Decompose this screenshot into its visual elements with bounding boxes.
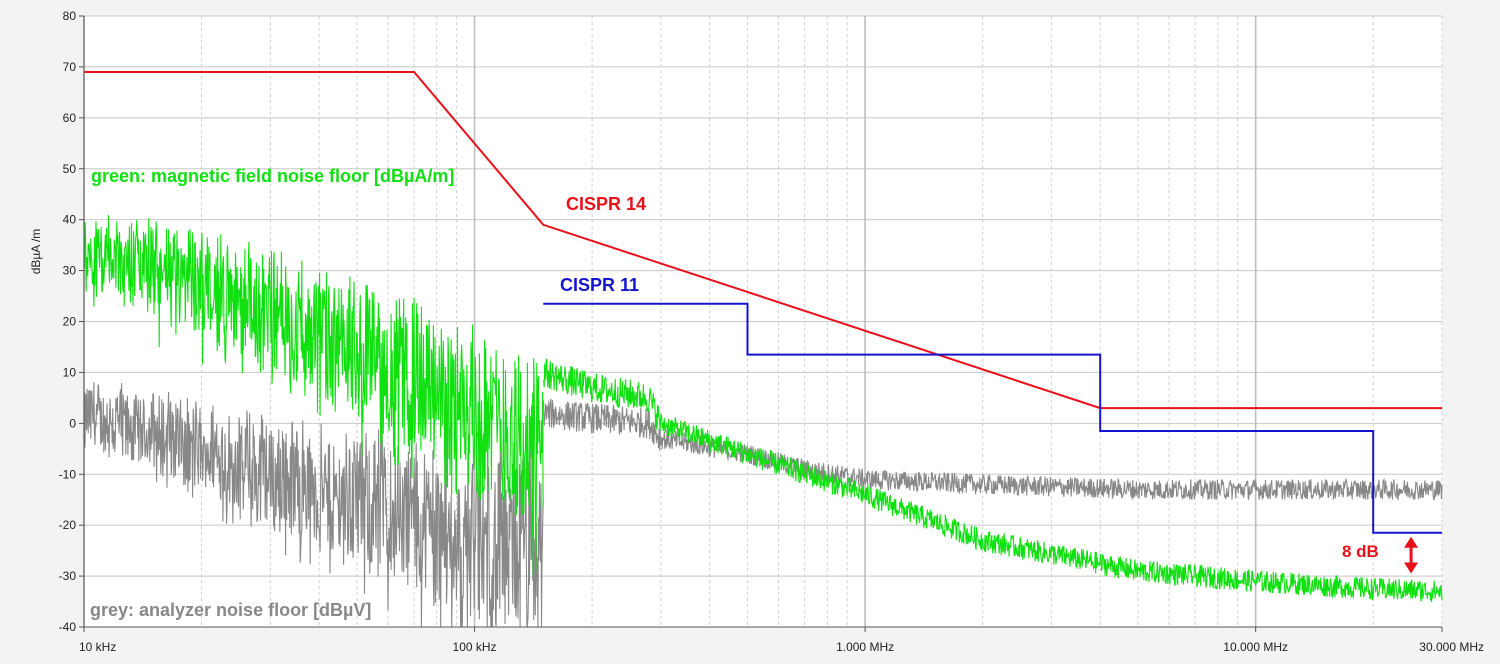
green-legend-label: green: magnetic field noise floor [dBµA/… <box>91 166 454 186</box>
y-tick-label: -40 <box>59 620 77 634</box>
y-tick-label: 80 <box>63 9 77 23</box>
margin-arrow-head-up <box>1404 536 1419 548</box>
y-tick-label: 0 <box>69 416 76 430</box>
cispr14-limit-line <box>84 71 1442 410</box>
x-tick-label: 10 kHz <box>79 640 116 654</box>
annotations: CISPR 14 CISPR 11 green: magnetic field … <box>90 166 1419 620</box>
margin-arrow <box>1404 536 1419 574</box>
x-tick-label: 30.000 MHz <box>1419 640 1484 654</box>
y-tick-label: 20 <box>63 315 77 329</box>
cispr11-label: CISPR 11 <box>560 275 639 295</box>
y-tick-label: -20 <box>59 518 77 532</box>
noise-series-group <box>83 215 1443 628</box>
y-tick-label: -10 <box>59 467 77 481</box>
margin-label: 8 dB <box>1342 542 1379 561</box>
y-tick-label: 50 <box>63 162 77 176</box>
cispr14-label: CISPR 14 <box>566 194 646 214</box>
grey-noise-trace-high <box>543 398 1443 501</box>
green-noise-trace-low <box>83 215 544 576</box>
y-tick-label: 70 <box>63 60 77 74</box>
y-tick-label: 60 <box>63 111 77 125</box>
margin-arrow-head-down <box>1404 562 1419 574</box>
y-tick-label: 40 <box>63 213 77 227</box>
grey-noise-trace-low <box>83 382 544 628</box>
x-tick-label: 10.000 MHz <box>1223 640 1288 654</box>
grey-legend-label: grey: analyzer noise floor [dBµV] <box>90 600 371 620</box>
x-tick-label: 100 kHz <box>453 640 497 654</box>
limit-series-group <box>84 71 1442 534</box>
y-axis-label: dBµA /m <box>29 229 43 275</box>
x-tick-label: 1.000 MHz <box>836 640 894 654</box>
green-noise-trace-high <box>543 358 1443 602</box>
y-tick-label: 10 <box>63 365 77 379</box>
cispr11-limit-line <box>543 302 1442 534</box>
y-tick-label: 30 <box>63 264 77 278</box>
y-tick-label: -30 <box>59 569 77 583</box>
